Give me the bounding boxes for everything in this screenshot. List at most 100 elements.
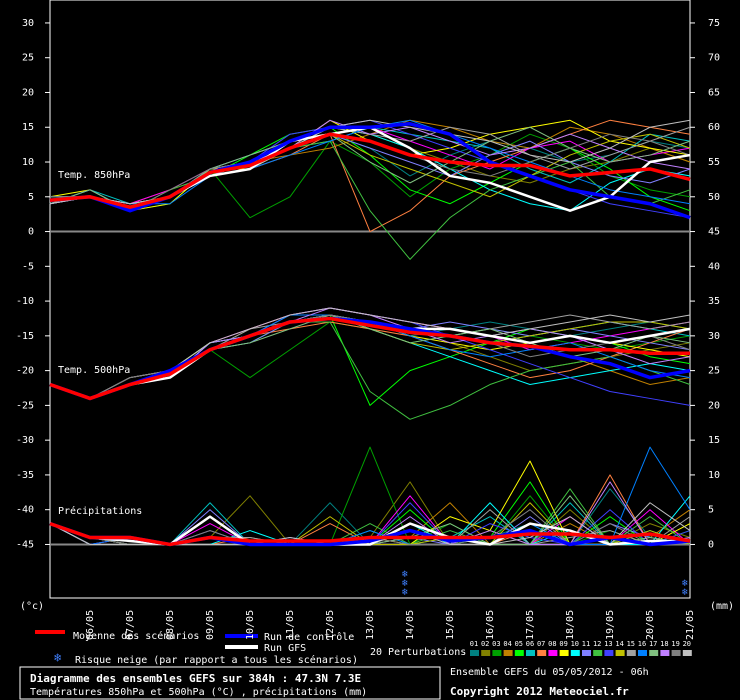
legend-label: 12 xyxy=(593,640,601,648)
y-tick-label: -5 xyxy=(22,261,34,272)
x-tick-label: 09/05 xyxy=(205,610,216,640)
legend-swatch xyxy=(660,650,670,656)
legend-label: Run GFS xyxy=(264,643,306,654)
y2-tick-label: 35 xyxy=(708,296,720,307)
x-tick-label: 21/05 xyxy=(685,610,696,640)
legend-label: 17 xyxy=(649,640,657,648)
legend-swatch xyxy=(582,650,591,656)
legend-swatch xyxy=(470,650,479,656)
y-tick-label: -45 xyxy=(16,539,34,550)
x-tick-label: 16/05 xyxy=(485,610,496,640)
legend-swatch xyxy=(503,650,513,656)
panel-label: Précipitations xyxy=(58,505,142,517)
series-line xyxy=(49,474,691,545)
y2-tick-label: 20 xyxy=(708,400,720,411)
legend-label: 11 xyxy=(582,640,590,648)
y-tick-label: 15 xyxy=(22,122,34,133)
copyright: Copyright 2012 Meteociel.fr xyxy=(450,685,629,698)
legend-label: 16 xyxy=(638,640,646,648)
y2-tick-label: 65 xyxy=(708,87,720,98)
legend-label: Moyenne des scénarios xyxy=(73,630,199,642)
legend-label: 02 xyxy=(481,640,489,648)
x-tick-label: 06/05 xyxy=(85,610,96,640)
series-line xyxy=(49,521,691,547)
legend-swatch xyxy=(492,650,502,656)
legend-swatch xyxy=(537,650,547,656)
y2-tick-label: 40 xyxy=(708,261,720,272)
legend-label: 06 xyxy=(526,640,534,648)
series-line xyxy=(49,132,691,209)
footer-title: Diagramme des ensembles GEFS sur 384h : … xyxy=(30,672,361,685)
y2-tick-label: 75 xyxy=(708,18,720,29)
x-tick-label: 18/05 xyxy=(565,610,576,640)
snow-marker: ❄❄ xyxy=(682,578,689,598)
legend-swatch xyxy=(615,650,625,656)
x-tick-label: 08/05 xyxy=(165,610,176,640)
legend-swatch xyxy=(682,650,692,656)
legend-label: 10 xyxy=(571,640,579,648)
snow-icon: ❄ xyxy=(402,587,409,598)
legend-swatch xyxy=(559,650,569,656)
x-tick-label: 13/05 xyxy=(365,610,376,640)
y-tick-label: 30 xyxy=(22,18,34,29)
series-line xyxy=(50,140,691,260)
legend-label: 05 xyxy=(515,640,523,648)
legend-swatch xyxy=(481,650,491,656)
legend-swatch xyxy=(604,650,614,656)
y-axis-unit: (°c) xyxy=(20,601,44,612)
snow-icon: ❄ xyxy=(682,578,689,589)
y-tick-label: 25 xyxy=(22,53,34,64)
panel-label: Temp. 850hPa xyxy=(58,170,130,181)
x-tick-label: 20/05 xyxy=(645,610,656,640)
series-line xyxy=(49,316,690,401)
panel-label: Temp. 500hPa xyxy=(58,365,130,376)
legend-label: 15 xyxy=(627,640,635,648)
y-tick-label: 10 xyxy=(22,157,34,168)
series-line xyxy=(50,119,691,233)
x-tick-label: 14/05 xyxy=(405,610,416,640)
legend-label: 09 xyxy=(559,640,567,648)
y-tick-label: 5 xyxy=(28,192,34,203)
y-tick-label: -20 xyxy=(16,366,34,377)
legend-label: 20 xyxy=(683,640,691,648)
legend-label: Risque neige (par rapport a tous les scé… xyxy=(75,654,358,666)
y-tick-label: 0 xyxy=(28,227,34,238)
legend-swatch xyxy=(514,650,524,656)
y2-tick-label: 15 xyxy=(708,435,720,446)
legend-swatch xyxy=(649,650,659,656)
run-info: Ensemble GEFS du 05/05/2012 - 06h xyxy=(450,667,649,678)
legend-title: 20 Perturbations xyxy=(370,647,466,658)
x-tick-label: 11/05 xyxy=(285,610,296,640)
legend-label: 13 xyxy=(604,640,612,648)
x-tick-label: 12/05 xyxy=(325,610,336,640)
y2-axis-unit: (mm) xyxy=(710,601,734,612)
y2-tick-label: 5 xyxy=(708,505,714,516)
y-tick-label: -40 xyxy=(16,505,34,516)
y2-tick-label: 0 xyxy=(708,539,714,550)
legend-swatch xyxy=(548,650,558,656)
y-tick-label: 20 xyxy=(22,87,34,98)
plot-frame xyxy=(49,0,691,599)
x-tick-label: 19/05 xyxy=(605,610,616,640)
y-tick-label: -15 xyxy=(16,331,34,342)
legend-label: 03 xyxy=(492,640,500,648)
legend-label: 07 xyxy=(537,640,545,648)
series-line xyxy=(49,446,691,545)
y-tick-label: -25 xyxy=(16,400,34,411)
legend-label: 18 xyxy=(660,640,668,648)
x-tick-label: 07/05 xyxy=(125,610,136,640)
legend-swatch xyxy=(570,650,580,656)
y2-tick-label: 10 xyxy=(708,470,720,481)
y2-tick-label: 50 xyxy=(708,192,720,203)
footer-subtitle: Températures 850hPa et 500hPa (°C) , pré… xyxy=(30,686,367,698)
snow-marker: ❄❄❄ xyxy=(402,569,409,598)
x-tick-label: 17/05 xyxy=(525,610,536,640)
x-tick-label: 15/05 xyxy=(445,610,456,640)
legend-label: 19 xyxy=(671,640,679,648)
y2-tick-label: 25 xyxy=(708,366,720,377)
legend-label: Run de contrôle xyxy=(264,631,354,643)
snow-icon: ❄ xyxy=(682,587,689,598)
legend-swatch xyxy=(626,650,636,656)
series-line xyxy=(49,446,690,545)
